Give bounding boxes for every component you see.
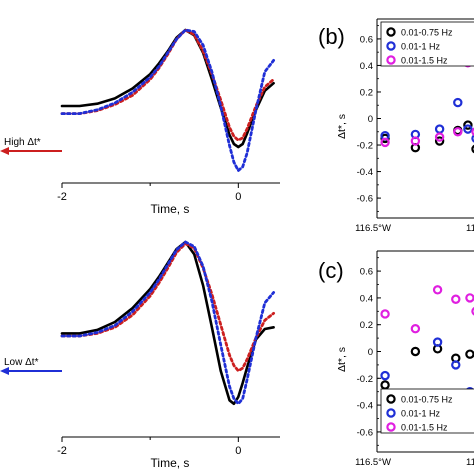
y-tick-label: 0 [368,114,373,125]
scatter-point [380,370,390,381]
scatter-point [432,285,443,295]
waveform-series-0 [60,240,275,406]
scatter-point [471,144,474,154]
legend-label: 0.01-1.5 Hz [401,423,448,433]
scatter-point [463,120,473,130]
scatter-point [432,337,443,347]
legend-box [380,21,474,67]
scatter-point [380,309,390,319]
y-tick-label: -0.6 [357,194,373,205]
scatter-point [434,132,445,142]
side-label: High Δt* [4,137,41,148]
arrow-head [0,147,9,155]
legend-marker [386,55,396,65]
legend: 0.01-0.75 Hz 0.01-1 Hz 0.01-1.5 Hz [380,388,474,434]
legend-label: 0.01-0.75 Hz [401,28,453,38]
y-tick-label: 0.2 [360,87,373,98]
legend-marker [386,41,396,51]
waveform-bottom: -2 0 Time, s Low Δt* [0,240,280,470]
legend: 0.01-0.75 Hz 0.01-1 Hz 0.01-1.5 Hz [380,21,474,67]
y-axis-label: Δt*, s [336,347,348,372]
side-label: Low Δt* [4,357,39,368]
panel-label: (b) [318,24,345,49]
y-tick-label: 0.4 [360,61,373,72]
legend-marker [386,422,396,432]
scatter-point [410,346,421,357]
x-tick-label: 0 [235,191,241,203]
legend-label: 0.01-1.5 Hz [401,56,448,66]
legend-box [380,388,474,434]
y-tick-label: -0.4 [357,167,373,178]
legend-label: 0.01-0.75 Hz [401,395,453,405]
y-tick-label: -0.4 [357,401,373,412]
y-tick-label: -0.2 [357,141,373,152]
panel-c: -0.6 -0.4 -0.2 0 0.2 0.4 0.6 Δt*, s 116.5°W 11 (c)… [318,250,474,468]
x-tick-label: -2 [57,191,67,203]
scatter-point [453,97,463,108]
y-tick-label: -0.6 [357,427,373,438]
legend-marker [386,394,396,404]
x-tick-label: 11 [466,457,474,468]
scatter-point [465,349,474,359]
arrow-head [0,367,9,375]
y-tick-label: 0 [368,347,373,358]
y-tick-label: 0.2 [360,320,373,331]
scatter-point [380,380,390,390]
scatter-point [471,127,474,137]
panel-label: (c) [318,258,344,283]
x-tick-label: 0 [235,445,241,457]
scatter-point [465,293,474,303]
legend-marker [386,27,396,37]
x-tick-label: -2 [57,445,67,457]
waveform-top: -2 0 Time, s High Δt* [0,28,280,216]
scatter-point [451,360,461,370]
scatter-point [453,127,463,137]
scatter-point [451,294,461,304]
x-axis-label: Time, s [151,202,190,216]
scatter-point [471,134,474,143]
legend-label: 0.01-1 Hz [401,409,441,419]
scatter-point [434,136,445,146]
panel-b: -0.6 -0.4 -0.2 0 0.2 0.4 0.6 Δt*, s 116.5°W 11 (b)… [318,18,474,234]
waveform-series-2 [60,28,275,172]
waveform-series-2 [60,240,275,406]
y-tick-label: 0.4 [360,293,373,304]
scatter-point [471,307,474,316]
y-axis-label: Δt*, s [336,114,348,139]
x-tick-label: 11 [466,223,474,234]
y-tick-label: 0.6 [360,34,373,45]
waveform-series-0 [60,28,275,149]
legend-label: 0.01-1 Hz [401,42,441,52]
scatter-point [410,136,421,146]
scatter-point [380,137,390,148]
scatter-point [410,324,421,334]
x-axis-label: Time, s [151,456,190,470]
y-tick-label: 0.6 [360,267,373,278]
scatter-point [434,124,445,134]
y-tick-label: -0.2 [357,374,373,385]
waveform-series-1 [60,28,275,142]
x-tick-label: 116.5°W [355,223,391,234]
scatter-point [463,124,473,134]
legend-marker [386,408,396,418]
x-tick-label: 116.5°W [355,457,391,468]
